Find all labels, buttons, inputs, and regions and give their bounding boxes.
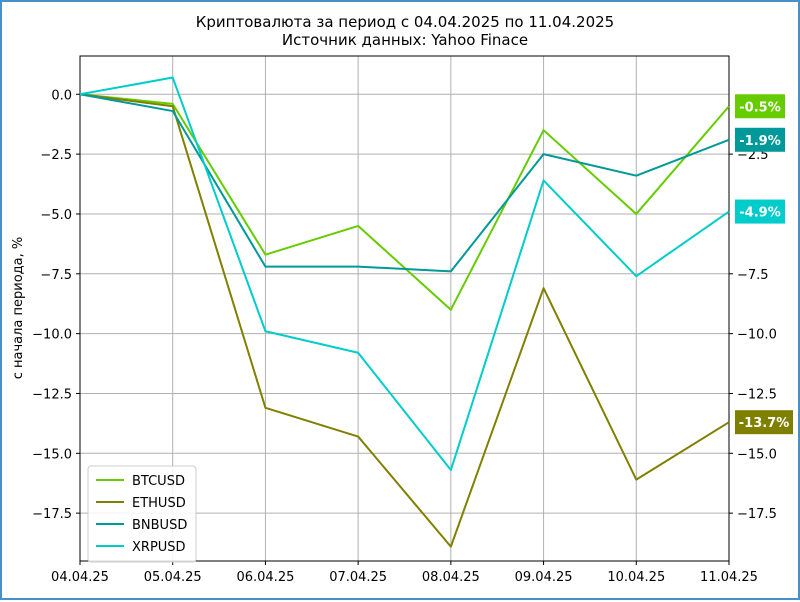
y-tick-label: −10.0 [32,328,72,343]
legend-label-xrpusd: XRPUSD [132,540,186,555]
y-tick-label: −12.5 [32,387,72,402]
x-tick-label: 10.04.25 [607,570,665,585]
y-tick-label: −7.5 [40,268,72,283]
right-y-tick-label: −17.5 [737,507,777,522]
x-tick-label: 11.04.25 [700,570,758,585]
x-tick-label: 08.04.25 [422,570,480,585]
end-label-btcusd: -0.5% [739,100,780,115]
y-tick-label: −5.0 [40,208,72,223]
y-tick-label: −2.5 [40,148,72,163]
right-y-tick-label: −12.5 [737,387,777,402]
legend-label-bnbusd: BNBUSD [132,518,187,533]
legend: BTCUSD ETHUSD BNBUSD XRPUSD [88,466,196,562]
legend-label-btcusd: BTCUSD [132,474,185,489]
x-tick-label: 07.04.25 [329,570,387,585]
y-tick-label: −17.5 [32,507,72,522]
legend-label-ethusd: ETHUSD [132,496,186,511]
end-value-labels: -0.5% -13.7% -1.9% -4.9% [735,94,793,434]
end-label-bnbusd: -1.9% [739,134,780,149]
x-tick-label: 04.04.25 [51,570,109,585]
chart-title: Криптовалюта за период с 04.04.2025 по 1… [196,13,614,31]
end-label-xrpusd: -4.9% [739,206,780,221]
right-y-tick-label: −15.0 [737,447,777,462]
y-tick-label: 0.0 [51,88,72,103]
x-tick-label: 09.04.25 [515,570,573,585]
series-line-btcusd [80,94,729,309]
x-tick-label: 05.04.25 [144,570,202,585]
end-label-ethusd: -13.7% [739,416,790,431]
chart-subtitle: Источник данных: Yahoo Finace [282,31,528,49]
y-tick-label: −15.0 [32,447,72,462]
y-axis-label: с начала периода, % [11,237,26,380]
right-y-tick-label: −10.0 [737,328,777,343]
right-y-tick-label: −7.5 [737,268,769,283]
x-tick-label: 06.04.25 [236,570,294,585]
